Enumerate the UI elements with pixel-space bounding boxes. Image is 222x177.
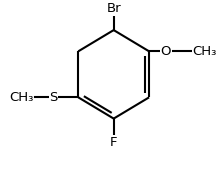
- Text: CH₃: CH₃: [192, 45, 217, 58]
- Text: CH₃: CH₃: [9, 91, 33, 104]
- Text: Br: Br: [106, 2, 121, 15]
- Text: S: S: [49, 91, 58, 104]
- Text: F: F: [110, 136, 117, 149]
- Text: O: O: [161, 45, 171, 58]
